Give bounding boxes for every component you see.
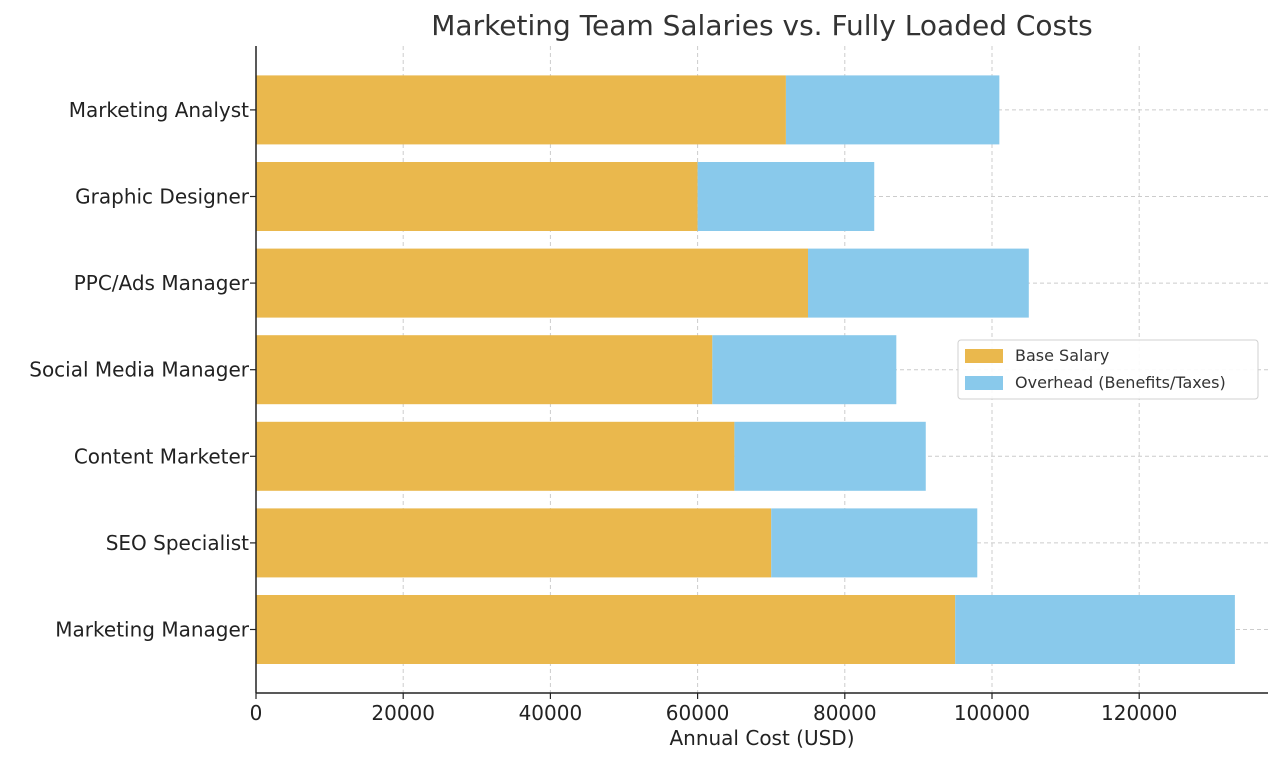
x-tick-label: 80000 — [813, 701, 877, 725]
bar-base-salary — [256, 75, 786, 145]
x-tick-label: 120000 — [1101, 701, 1177, 725]
x-tick-label: 60000 — [666, 701, 730, 725]
bar-overhead-benefits-taxes — [808, 248, 1029, 318]
bar-base-salary — [256, 508, 772, 578]
category-label: SEO Specialist — [106, 531, 249, 555]
bar-overhead-benefits-taxes — [785, 75, 1000, 145]
bar-overhead-benefits-taxes — [712, 335, 897, 405]
bar-base-salary — [256, 248, 808, 318]
bar-base-salary — [256, 421, 735, 491]
category-label: Social Media Manager — [29, 358, 250, 382]
legend-box — [957, 339, 1259, 400]
legend: Base Salary Overhead (Benefits/Taxes) — [957, 339, 1259, 400]
legend-swatch — [965, 349, 1003, 363]
legend-label: Overhead (Benefits/Taxes) — [1015, 373, 1226, 392]
bar-overhead-benefits-taxes — [734, 421, 926, 491]
x-axis-ticks: 0 20000 40000 60000 80000 100000 120000 — [250, 693, 1177, 725]
chart-title: Marketing Team Salaries vs. Fully Loaded… — [431, 9, 1092, 42]
bar-overhead-benefits-taxes — [697, 162, 875, 231]
category-label: Content Marketer — [74, 444, 250, 468]
bars — [256, 75, 1235, 664]
bar-base-salary — [256, 595, 956, 664]
legend-label: Base Salary — [1015, 346, 1109, 365]
bar-overhead-benefits-taxes — [955, 595, 1235, 664]
x-tick-label: 40000 — [519, 701, 583, 725]
x-tick-label: 20000 — [371, 701, 435, 725]
bar-overhead-benefits-taxes — [771, 508, 978, 578]
x-tick-label: 0 — [250, 701, 263, 725]
category-label: PPC/Ads Manager — [74, 271, 250, 295]
legend-swatch — [965, 376, 1003, 390]
category-label: Graphic Designer — [75, 185, 250, 209]
bar-base-salary — [256, 335, 713, 405]
category-label: Marketing Manager — [55, 618, 249, 642]
category-label: Marketing Analyst — [69, 98, 249, 122]
bar-base-salary — [256, 162, 698, 231]
x-tick-label: 100000 — [954, 701, 1030, 725]
y-axis-categories: Marketing Manager SEO Specialist Content M… — [29, 98, 256, 642]
x-axis-label: Annual Cost (USD) — [669, 726, 854, 750]
